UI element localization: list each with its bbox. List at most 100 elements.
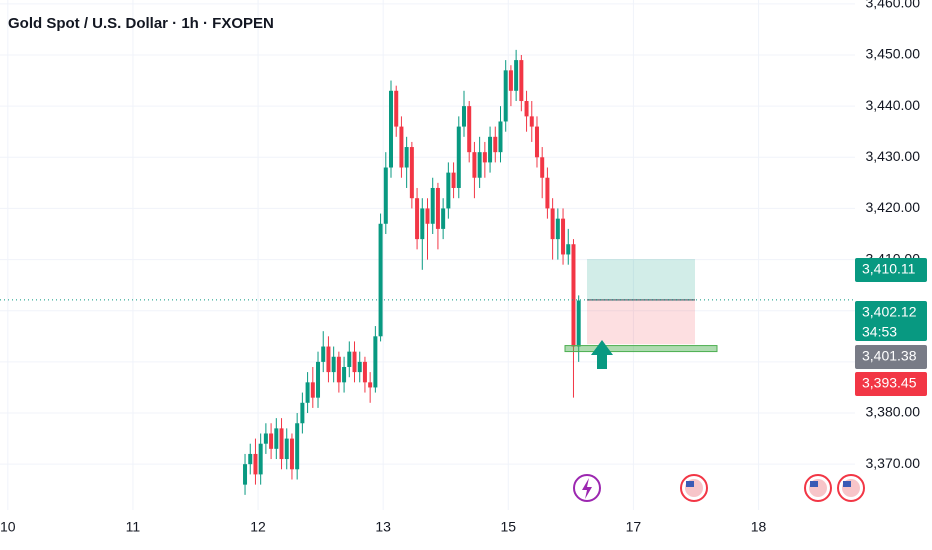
candle-body bbox=[399, 126, 404, 168]
candle-body bbox=[357, 361, 362, 373]
x-tick-label: 10 bbox=[0, 519, 16, 535]
candle-body bbox=[550, 208, 555, 240]
chart-title: Gold Spot / U.S. Dollar · 1h · FXOPEN bbox=[8, 15, 274, 32]
candle-body bbox=[451, 172, 456, 188]
candle-body bbox=[498, 121, 503, 153]
candle-body bbox=[493, 136, 498, 153]
candle-body bbox=[269, 433, 274, 449]
candle-body bbox=[347, 351, 352, 367]
candle-body bbox=[446, 172, 451, 209]
candle-body bbox=[321, 346, 326, 362]
axes: 3,370.003,380.003,390.003,400.003,410.00… bbox=[0, 0, 927, 535]
candle-body bbox=[576, 300, 581, 347]
countdown: 34:53 bbox=[862, 324, 897, 340]
profit-zone bbox=[587, 259, 695, 300]
y-tick-label: 3,440.00 bbox=[866, 97, 921, 113]
candle-body bbox=[243, 464, 248, 485]
x-tick-label: 11 bbox=[126, 519, 141, 535]
y-tick-label: 3,450.00 bbox=[866, 46, 921, 62]
candle-body bbox=[461, 106, 466, 127]
candle-body bbox=[503, 70, 508, 122]
event-icon bbox=[573, 474, 601, 502]
candle-body bbox=[342, 366, 347, 383]
candle-body bbox=[529, 116, 534, 127]
candle-body bbox=[289, 438, 294, 470]
candle-body bbox=[488, 136, 493, 163]
candle-body bbox=[248, 453, 253, 465]
candle-body bbox=[253, 453, 258, 475]
price-label: 3,410.11 bbox=[862, 261, 916, 277]
candle-body bbox=[534, 126, 539, 158]
y-tick-label: 3,420.00 bbox=[866, 199, 921, 215]
candle-body bbox=[540, 157, 545, 178]
candle-body bbox=[336, 356, 341, 383]
candle-body bbox=[352, 351, 357, 373]
x-tick-label: 17 bbox=[626, 519, 642, 535]
candle-body bbox=[362, 361, 367, 383]
price-label: 3,393.45 bbox=[862, 375, 917, 391]
candle-body bbox=[456, 126, 461, 188]
candle-body bbox=[383, 167, 388, 224]
candle-body bbox=[284, 438, 289, 460]
y-tick-label: 3,380.00 bbox=[866, 404, 921, 420]
x-tick-label: 12 bbox=[250, 519, 266, 535]
candle-body bbox=[263, 433, 268, 444]
event-icon bbox=[837, 474, 865, 502]
x-tick-label: 18 bbox=[751, 519, 767, 535]
candle-body bbox=[566, 244, 571, 255]
candle-body bbox=[316, 361, 321, 398]
candle-body bbox=[514, 60, 519, 91]
event-icon bbox=[680, 474, 708, 502]
candle-body bbox=[279, 428, 284, 460]
candle-body bbox=[482, 152, 487, 163]
price-label-box bbox=[855, 345, 927, 369]
x-tick-label: 15 bbox=[501, 519, 517, 535]
candle-body bbox=[561, 218, 566, 255]
candle-body bbox=[310, 382, 315, 398]
candle-body bbox=[477, 152, 482, 178]
price-label-box bbox=[855, 301, 927, 341]
plot-area bbox=[0, 49, 855, 495]
candle-body bbox=[378, 223, 383, 337]
candle-body bbox=[467, 106, 472, 153]
y-tick-label: 3,460.00 bbox=[866, 0, 921, 11]
y-tick-label: 3,430.00 bbox=[866, 148, 921, 164]
candle-body bbox=[295, 423, 300, 470]
candle-body bbox=[571, 244, 576, 347]
candle-body bbox=[404, 147, 409, 168]
candle-body bbox=[545, 177, 550, 209]
x-tick-label: 13 bbox=[375, 519, 391, 535]
price-label: 3,402.12 bbox=[862, 304, 917, 320]
candle-body bbox=[368, 382, 373, 388]
candle-body bbox=[389, 90, 394, 168]
candle-body bbox=[555, 218, 560, 240]
price-label-box bbox=[855, 372, 927, 396]
candle-body bbox=[508, 70, 513, 91]
candle-body bbox=[331, 356, 336, 373]
candle-body bbox=[519, 60, 524, 102]
candle-body bbox=[425, 208, 430, 224]
loss-zone bbox=[587, 299, 695, 345]
candle-body bbox=[415, 198, 420, 240]
candle-body bbox=[274, 428, 279, 449]
candle-body bbox=[524, 101, 529, 117]
candle-body bbox=[441, 208, 446, 229]
candle-body bbox=[305, 382, 310, 403]
candle-body bbox=[373, 336, 378, 388]
price-label-box bbox=[855, 258, 927, 282]
candle-body bbox=[472, 152, 477, 178]
y-tick-label: 3,370.00 bbox=[866, 455, 921, 471]
candle-body bbox=[394, 90, 399, 127]
candle-body bbox=[420, 208, 425, 240]
event-icon bbox=[804, 474, 832, 502]
candle-body bbox=[435, 187, 440, 229]
candle-body bbox=[430, 187, 435, 224]
candle-body bbox=[409, 147, 414, 199]
zone-band bbox=[564, 345, 718, 353]
price-label: 3,401.38 bbox=[862, 348, 917, 364]
arrow bbox=[591, 340, 613, 369]
candle-body bbox=[326, 346, 331, 373]
candle-body bbox=[258, 443, 263, 475]
candle-body bbox=[300, 402, 305, 424]
